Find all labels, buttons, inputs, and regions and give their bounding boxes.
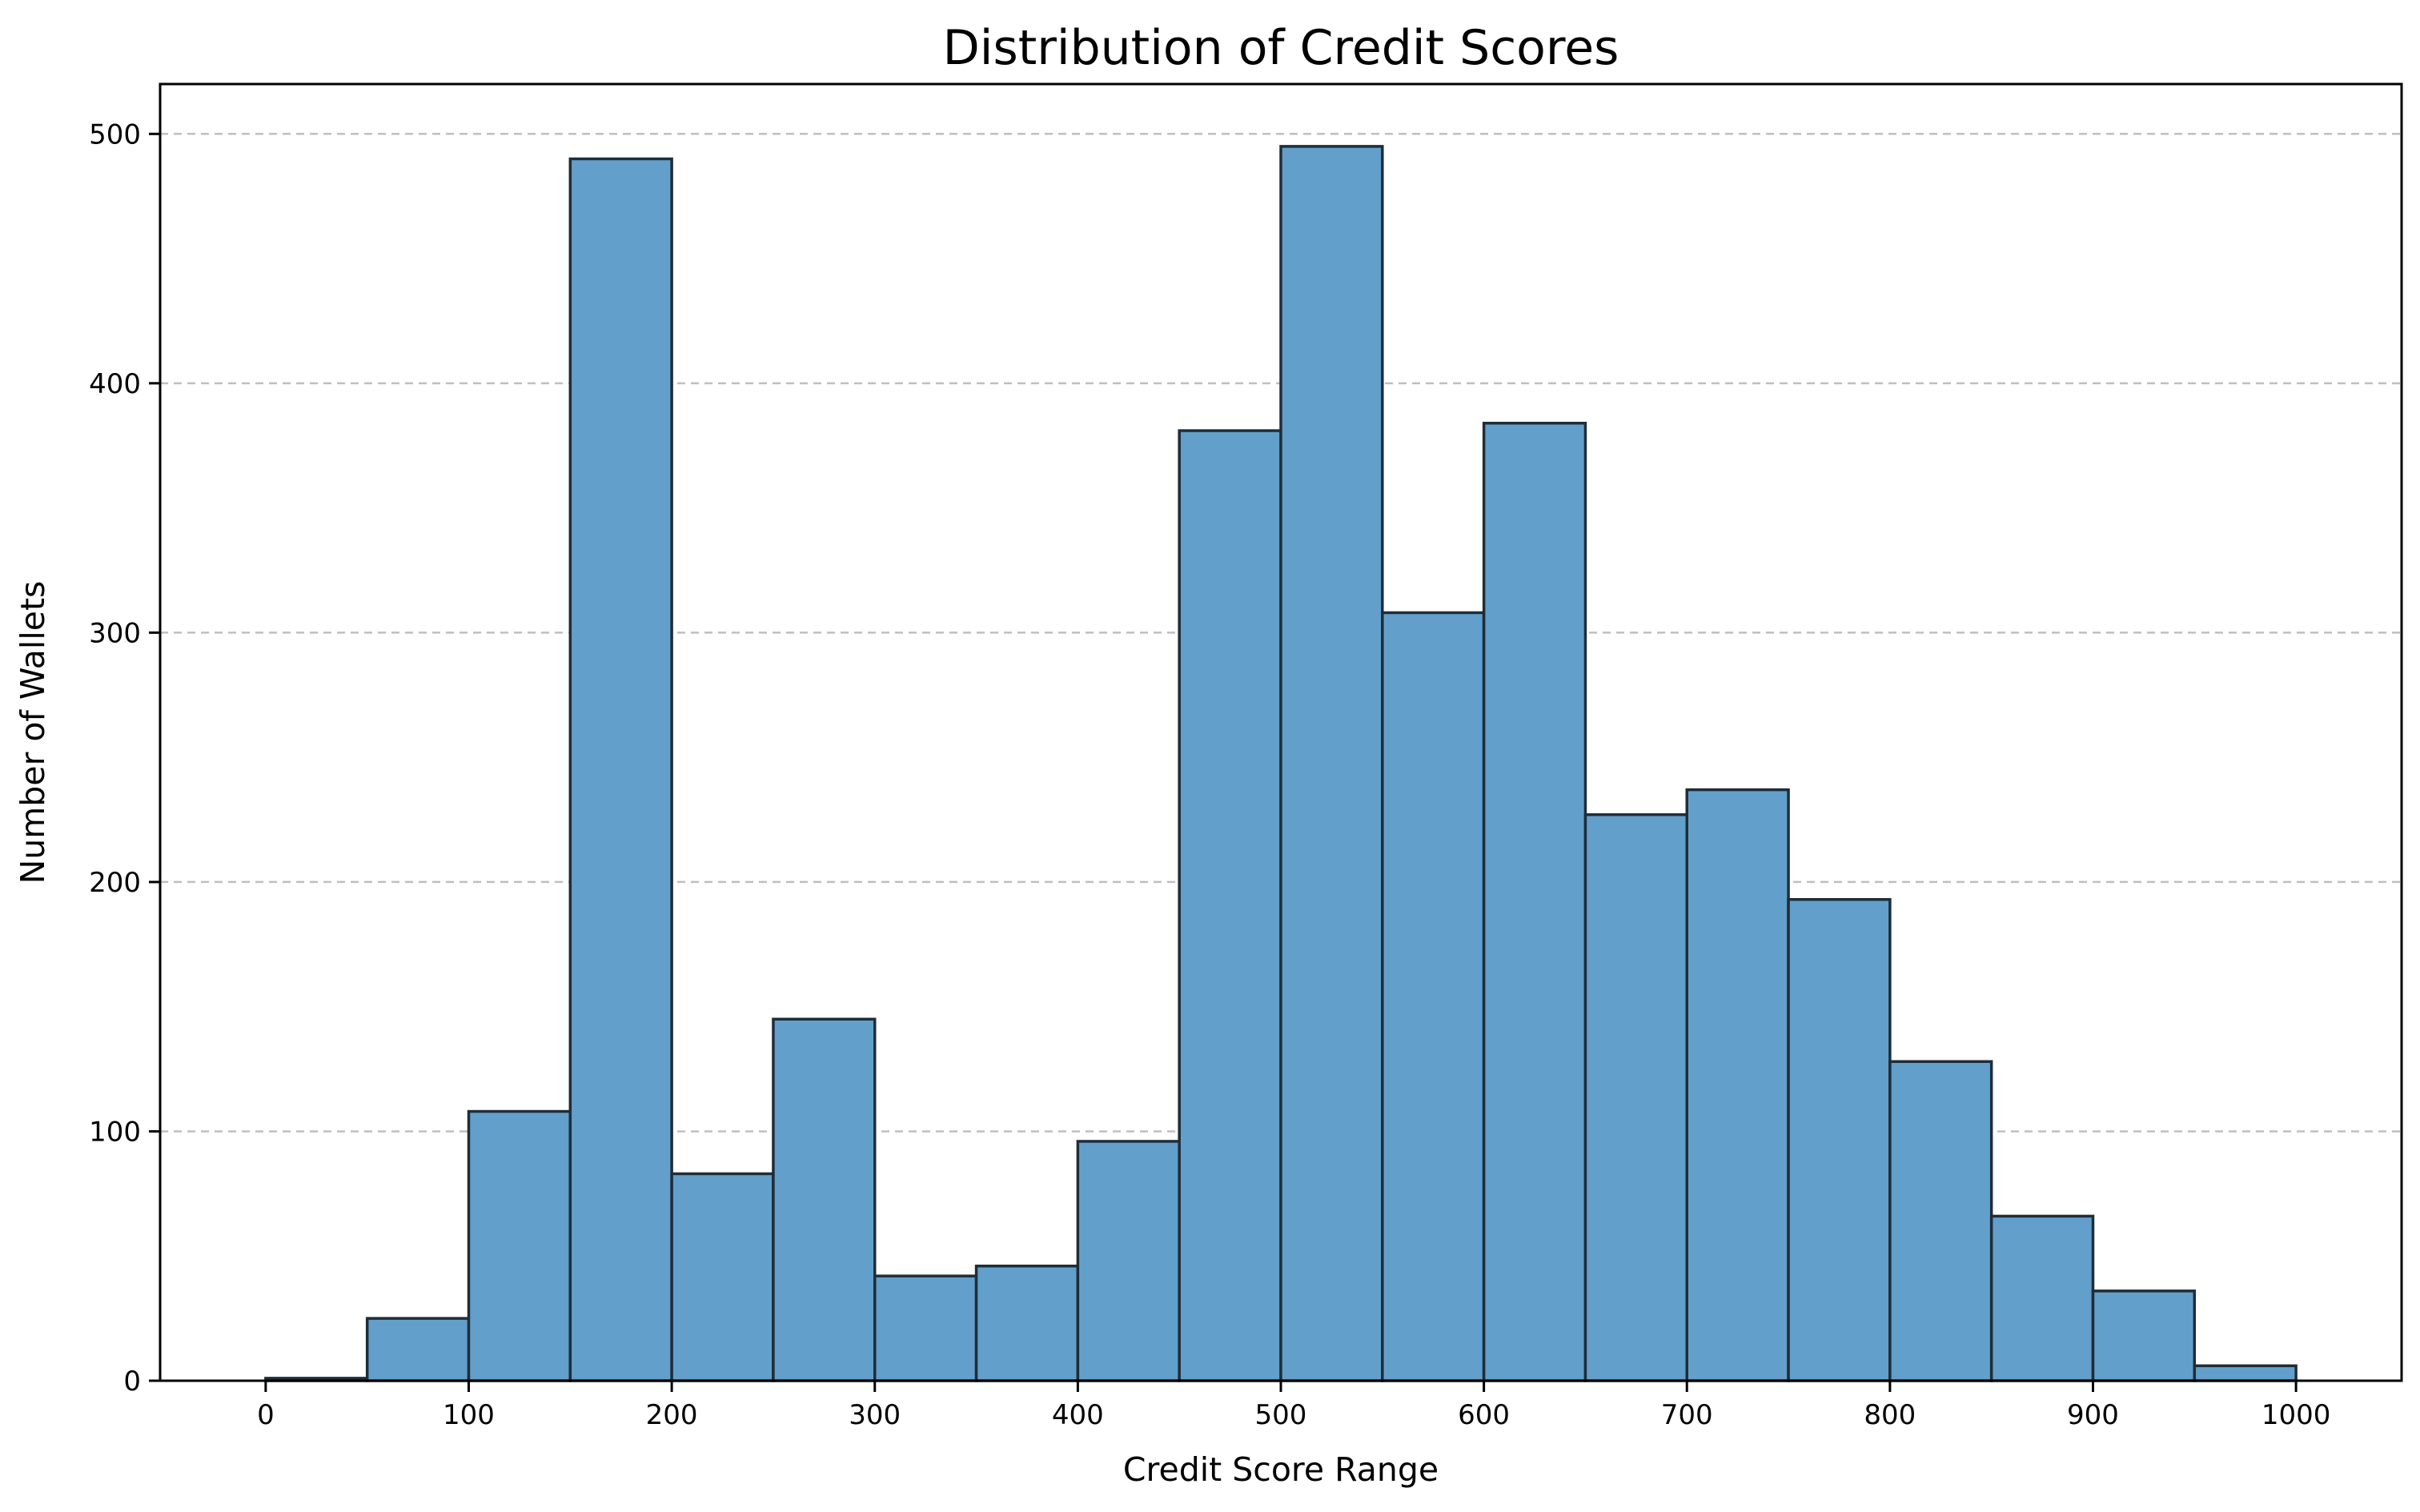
x-tick-label-0: 0 [257, 1399, 275, 1431]
x-tick-label-600: 600 [1458, 1399, 1510, 1431]
x-tick-label-300: 300 [849, 1399, 901, 1431]
x-tick-label-800: 800 [1864, 1399, 1916, 1431]
bar-650-700 [1583, 813, 1688, 1382]
x-axis-ticks: 0 100 200 300 400 500 600 700 800 900 1000 [257, 1381, 2330, 1431]
y-tick-label-0: 0 [123, 1366, 141, 1398]
bar-800-850 [1888, 1060, 1993, 1382]
bar-200-250 [670, 1172, 775, 1382]
x-axis-label: Credit Score Range [1123, 1450, 1439, 1489]
bar-450-500 [1178, 429, 1282, 1382]
x-tick-label-700: 700 [1661, 1399, 1713, 1431]
y-axis-ticks: 0 100 200 300 400 500 [89, 118, 160, 1398]
y-tick-label-300: 300 [89, 617, 141, 649]
bar-950-1000 [2193, 1364, 2298, 1382]
bar-50-100 [365, 1317, 471, 1382]
histogram-bars [264, 145, 2298, 1382]
bar-100-150 [467, 1109, 572, 1382]
y-tick-label-100: 100 [89, 1116, 141, 1148]
bar-700-750 [1685, 788, 1790, 1382]
bar-150-200 [568, 157, 673, 1382]
bar-500-550 [1279, 145, 1384, 1382]
x-tick-label-100: 100 [443, 1399, 495, 1431]
bar-350-400 [974, 1264, 1080, 1382]
y-axis-label: Number of Wallets [14, 581, 52, 884]
y-tick-label-200: 200 [89, 867, 141, 899]
x-tick-label-900: 900 [2067, 1399, 2119, 1431]
bar-250-300 [772, 1017, 877, 1382]
bar-900-950 [2091, 1289, 2197, 1382]
x-tick-label-200: 200 [646, 1399, 698, 1431]
bar-400-450 [1076, 1140, 1181, 1382]
chart-title: Distribution of Credit Scores [943, 20, 1619, 76]
x-tick-label-500: 500 [1255, 1399, 1307, 1431]
y-tick-label-500: 500 [89, 118, 141, 150]
x-tick-label-1000: 1000 [2261, 1399, 2331, 1431]
x-tick-label-400: 400 [1052, 1399, 1104, 1431]
bar-550-600 [1381, 611, 1486, 1382]
bar-750-800 [1787, 897, 1892, 1382]
y-tick-label-400: 400 [89, 368, 141, 400]
bar-300-350 [873, 1274, 978, 1382]
bar-850-900 [1989, 1214, 2095, 1382]
bar-600-650 [1482, 421, 1587, 1382]
